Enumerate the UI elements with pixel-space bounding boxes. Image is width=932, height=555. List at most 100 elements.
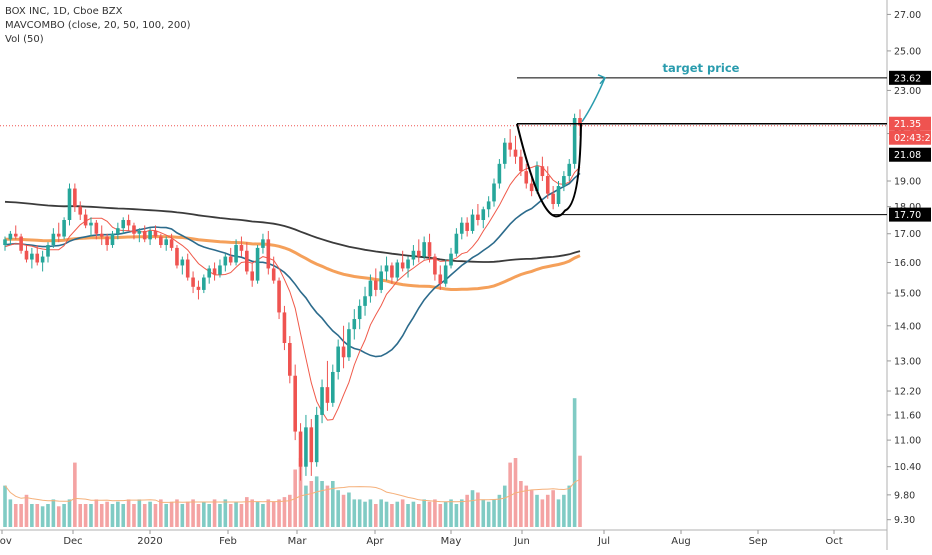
candle-body [116,228,120,234]
candle-body [3,239,7,246]
volume-bar [400,499,405,527]
volume-bar [56,506,61,527]
candle-body [390,265,394,278]
volume-bar [314,476,319,527]
candle-body [99,233,104,237]
candle-body [341,346,346,358]
candle-body [13,233,18,237]
candle-body [395,262,400,278]
chart-legend: BOX INC, 1D, Cboe BZX MAVCOMBO (close, 2… [5,5,191,47]
candle-body [373,280,378,290]
volume-bar [347,492,351,527]
volume-bar [368,499,373,527]
candle-body [314,414,319,463]
indicator-legend[interactable]: MAVCOMBO (close, 20, 50, 100, 200) [5,20,191,31]
candle-body [266,239,271,269]
candle-body [320,387,324,415]
volume-bar [250,499,254,527]
candle-body [62,219,66,237]
symbol-legend[interactable]: BOX INC, 1D, Cboe BZX [5,6,123,17]
arrow-head-icon [597,74,607,85]
candle-body [438,274,443,284]
y-tick-label: 17.00 [894,229,921,240]
candle-body [180,259,185,266]
volume-legend[interactable]: Vol (50) [5,34,44,45]
volume-bar [288,494,292,527]
volume-bar [239,504,244,527]
x-tick-label: Dec [63,536,82,547]
volume-bar [116,501,120,527]
volume-bar [245,497,249,527]
y-tick-label: 12.20 [894,387,921,398]
projection-arrow [581,77,606,123]
candle-body [524,171,529,184]
volume-bar [19,504,23,527]
target-price-badge: 23.62 [894,73,921,84]
volume-bar [169,501,174,527]
candle-body [8,233,13,240]
volume-bar [411,501,416,527]
candle-body [368,280,373,297]
volume-bar [540,499,545,527]
volume-bar [492,499,496,527]
y-tick-label: 11.00 [894,436,921,447]
candle-body [83,214,88,226]
volume-bar [304,485,308,527]
y-tick-label: 11.60 [894,410,921,421]
x-tick-label: Oct [825,536,842,547]
volume-bar [148,501,152,527]
x-tick-label: Apr [366,536,384,547]
candle-body [427,242,432,257]
candle-body [218,265,222,275]
volume-bar [8,499,13,527]
candle-body [277,280,281,313]
candle-body [347,329,351,358]
candle-body [519,156,523,172]
volume-bar [191,499,195,527]
candle-body [35,253,40,263]
candle-body [169,239,174,248]
volume-bar [551,490,555,527]
volume-bar [427,501,432,527]
candle-body [449,253,453,266]
volume-bar [486,501,491,527]
volume-bar [51,499,56,527]
candle-body [110,233,115,246]
candle-body [454,233,459,254]
candle-body [357,305,362,320]
volume-bar [266,499,271,527]
y-tick-label: 15.00 [894,289,921,300]
volume-bar [309,481,314,527]
volume-bar [320,481,324,527]
candle-body [470,214,475,231]
volume-bar [416,504,421,527]
volume-bar [94,499,99,527]
volume-bar [159,499,163,527]
volume-bar [261,504,265,527]
volume-bar [73,462,77,527]
x-tick-label: Aug [671,536,691,547]
candle-body [245,250,249,272]
volume-bar [341,494,346,527]
volume-bar [83,504,88,527]
candle-body [476,214,480,220]
candle-body [234,245,238,263]
volume-bar [519,481,523,527]
volume-bar [62,504,66,527]
volume-bar [422,499,426,527]
x-tick-label: Nov [0,536,12,547]
volume-bar [223,499,228,527]
candle-body [379,271,383,290]
candle-body [19,236,23,251]
volume-bar [228,504,233,527]
candle-body [433,256,437,275]
volume-bar [282,497,287,527]
candle-body [228,256,233,263]
candle-body [508,142,512,150]
candle-body [529,183,534,192]
current-price-badge-bg [889,116,931,131]
volume-bar [384,501,389,527]
y-tick-label: 9.30 [894,515,915,526]
